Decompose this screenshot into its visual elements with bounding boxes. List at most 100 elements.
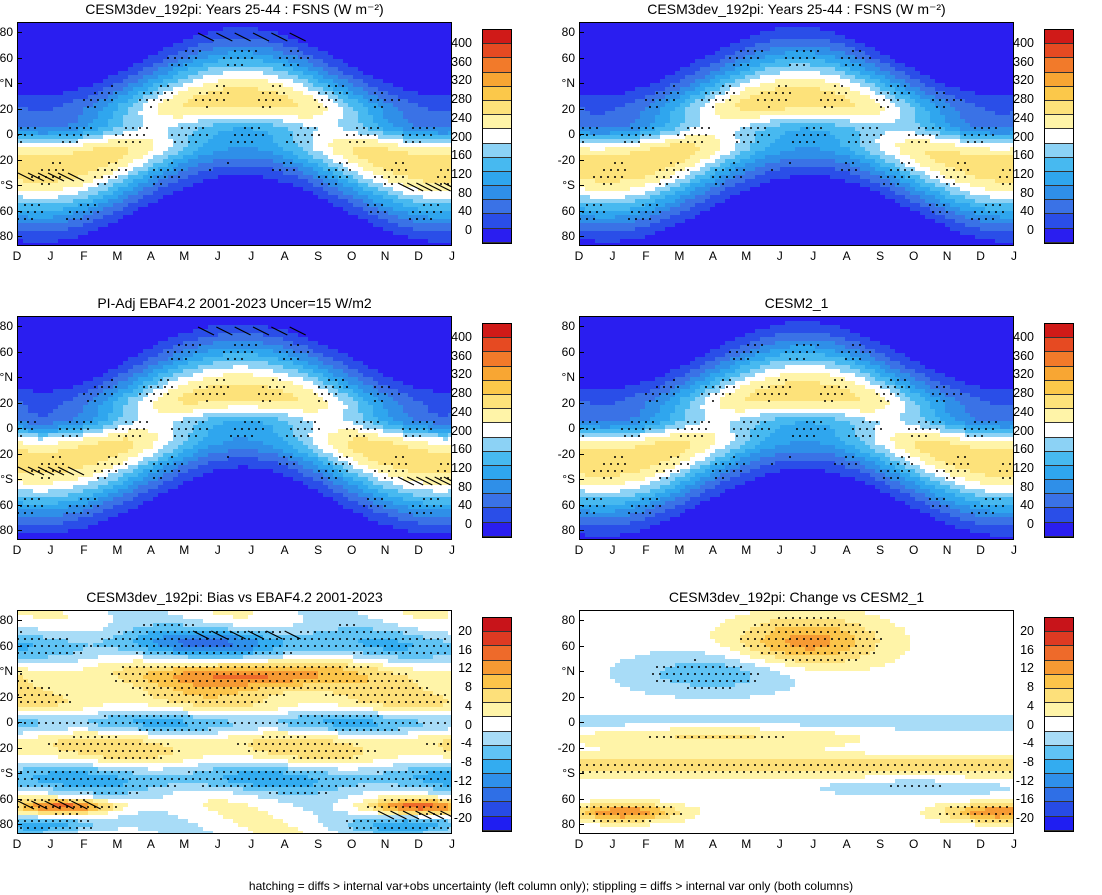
heatmap-cell [358,211,364,216]
heatmap-cell [423,35,429,40]
heatmap-cell [63,39,69,44]
heatmap-cell [278,183,284,188]
heatmap-cell [38,87,44,92]
heatmap-cell [423,103,429,108]
heatmap-cell [398,63,404,68]
heatmap-cell [63,115,69,120]
heatmap-cell [268,243,274,245]
heatmap-cell [173,67,179,72]
heatmap-cell [183,195,189,200]
heatmap-cell [58,43,64,48]
heatmap-cell [238,159,244,164]
heatmap-cell [423,195,429,200]
heatmap-cell [203,195,209,200]
heatmap-cell [273,191,279,196]
heatmap-cell [53,147,59,152]
heatmap-cell [28,131,34,136]
heatmap-cell [383,127,389,132]
heatmap-cell [78,51,84,56]
heatmap-cell [128,47,134,52]
heatmap-cell [168,91,174,96]
heatmap-cell [443,183,449,188]
heatmap-cell [83,87,89,92]
heatmap-cell [278,151,284,156]
heatmap-cell [58,55,64,60]
heatmap-cell [143,87,149,92]
heatmap-cell [83,63,89,68]
heatmap-cell [68,51,74,56]
heatmap-cell [368,55,374,60]
heatmap-cell [338,151,344,156]
heatmap-cell [183,107,189,112]
heatmap-cell [173,75,179,80]
heatmap-cell [73,43,79,48]
heatmap-cell [123,71,129,76]
heatmap-cell [163,87,169,92]
heatmap-cell [233,91,239,96]
heatmap-cell [58,111,64,116]
heatmap-cell [408,179,414,184]
heatmap-cell [93,103,99,108]
heatmap-cell [233,175,239,180]
heatmap-cell [403,243,409,245]
heatmap-cell [138,199,144,204]
heatmap-cell [443,43,449,48]
heatmap-cell [268,179,274,184]
heatmap-cell [173,27,179,32]
heatmap-cell [18,231,24,236]
heatmap-cell [248,215,254,220]
heatmap-cell [163,55,169,60]
heatmap-cell [343,91,349,96]
heatmap-cell [203,227,209,232]
heatmap-cell [258,199,264,204]
heatmap-cell [248,87,254,92]
heatmap-cell [163,27,169,32]
heatmap-cell [418,23,424,28]
heatmap-cell [253,243,259,245]
heatmap-cell [48,91,54,96]
heatmap-cell [183,35,189,40]
heatmap-cell [423,211,429,216]
heatmap-cell [283,179,289,184]
heatmap-cell [238,83,244,88]
heatmap-cell [398,83,404,88]
heatmap-cell [223,235,229,240]
heatmap-cell [73,119,79,124]
heatmap-cell [93,171,99,176]
heatmap-cell [103,83,109,88]
heatmap-cell [243,159,249,164]
heatmap-cell [88,115,94,120]
heatmap-cell [268,47,274,52]
heatmap-cell [248,171,254,176]
heatmap-cell [438,139,444,144]
heatmap-cell [378,211,384,216]
heatmap-cell [403,47,409,52]
heatmap-cell [318,119,324,124]
heatmap-cell [73,239,79,244]
heatmap-cell [318,191,324,196]
heatmap-cell [443,203,449,208]
heatmap-cell [163,155,169,160]
heatmap-cell [398,127,404,132]
heatmap-cell [83,195,89,200]
heatmap-cell [428,175,434,180]
heatmap-cell [98,95,104,100]
heatmap-cell [143,139,149,144]
heatmap-cell [303,103,309,108]
heatmap-cell [358,79,364,84]
heatmap-cell [363,147,369,152]
heatmap-cell [423,47,429,52]
heatmap-cell [253,191,259,196]
heatmap-cell [38,231,44,236]
heatmap-cell [443,35,449,40]
heatmap-cell [148,119,154,124]
heatmap-cell [218,215,224,220]
heatmap-cell [408,23,414,28]
heatmap-cell [283,235,289,240]
heatmap-cell [428,115,434,120]
heatmap-cell [28,23,34,28]
heatmap-cell [448,219,451,224]
heatmap-cell [308,199,314,204]
heatmap-cell [353,235,359,240]
heatmap-cell [58,127,64,132]
